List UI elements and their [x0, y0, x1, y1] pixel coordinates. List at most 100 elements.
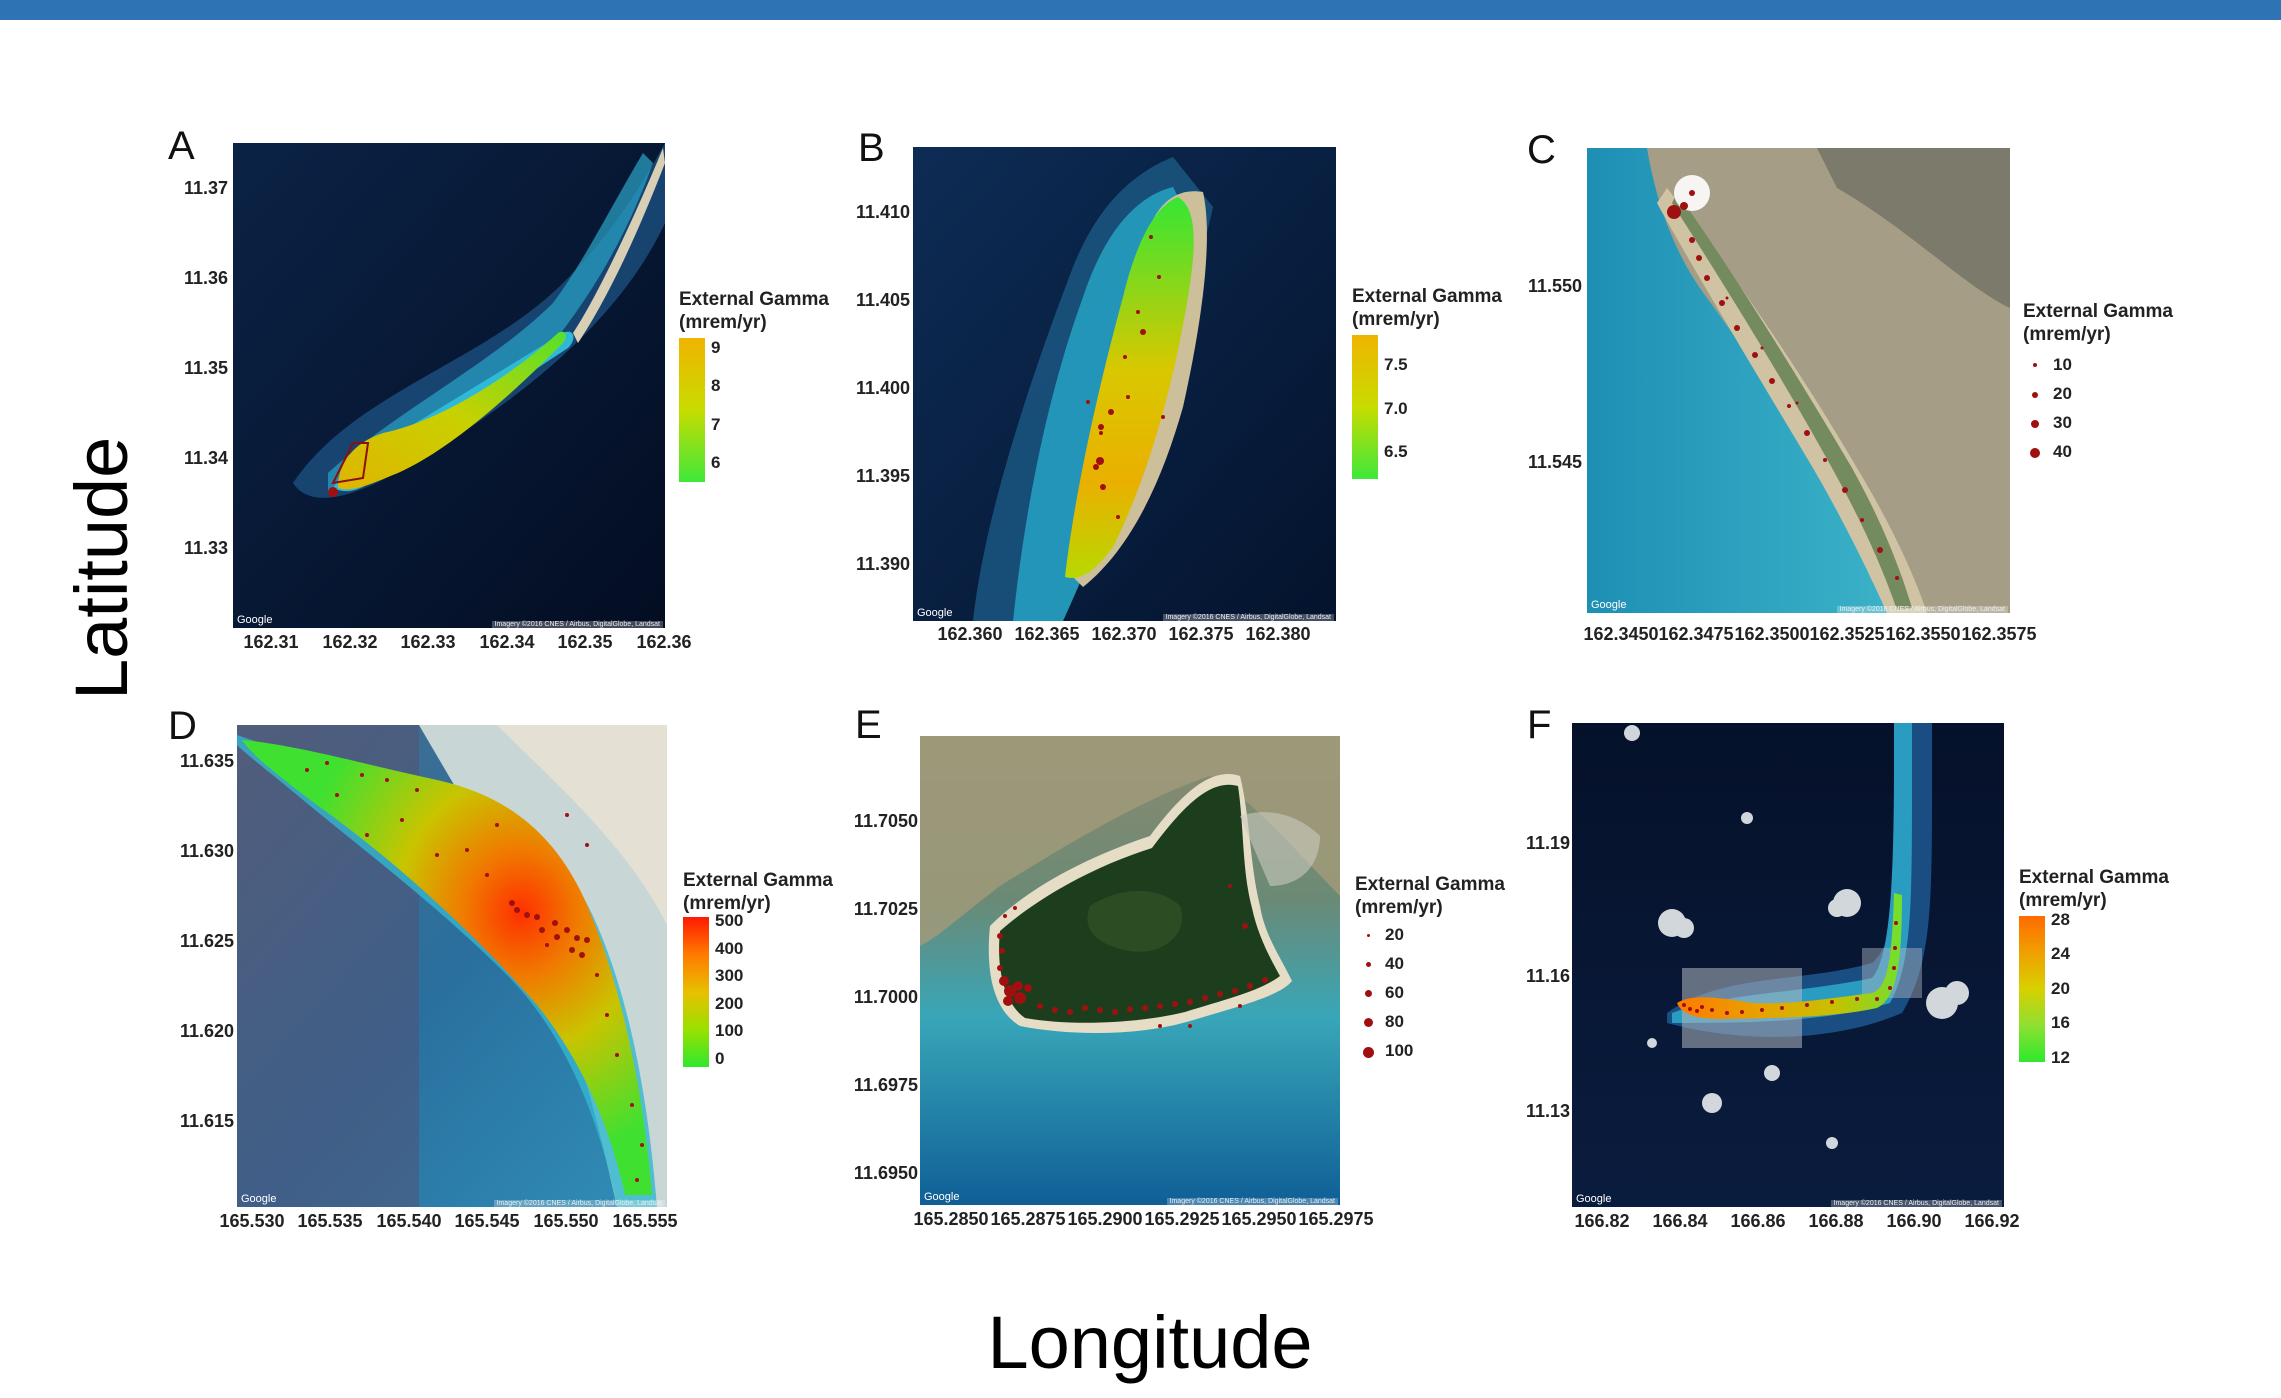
legend-title: External Gamma — [2023, 301, 2173, 322]
data-points — [1682, 921, 1898, 1015]
x-tick-label: 166.90 — [1886, 1211, 1942, 1231]
map-c: Google Imagery ©2016 CNES / Airbus, Digi… — [1587, 148, 2010, 613]
y-tick-label: 11.13 — [1525, 1101, 1570, 1121]
legend: External Gamma (mrem/yr) 7.5 7.0 6.5 — [1352, 285, 1502, 479]
y-tick-label: 11.16 — [1525, 966, 1570, 986]
figure-x-axis-label: Longitude — [987, 1301, 1313, 1384]
y-tick-label: 11.615 — [179, 1111, 234, 1131]
size-legend-dot — [2031, 420, 2039, 428]
panel-letter: D — [168, 704, 197, 748]
legend-unit: (mrem/yr) — [683, 893, 771, 914]
x-tick-label: 162.3450 — [1583, 624, 1659, 644]
satellite-map — [1572, 723, 2004, 1207]
map-a: Google Imagery ©2016 CNES / Airbus, Digi… — [233, 143, 665, 628]
y-tick-label: 11.405 — [855, 290, 910, 310]
x-tick-label: 162.370 — [1091, 624, 1157, 644]
colorbar — [679, 338, 705, 482]
data-point — [328, 487, 338, 497]
legend-tick: 7 — [711, 415, 721, 434]
map-f: Google Imagery ©2016 CNES / Airbus, Digi… — [1572, 723, 2004, 1207]
legend-tick: 400 — [715, 939, 744, 958]
legend-tick: 500 — [715, 911, 744, 930]
colorbar — [683, 917, 709, 1067]
imagery-credit: Imagery ©2016 CNES / Airbus, DigitalGlob… — [1166, 1198, 1338, 1205]
data-points — [1667, 190, 1899, 580]
legend-unit: (mrem/yr) — [2023, 324, 2111, 345]
y-tick-label: 11.390 — [855, 554, 910, 574]
y-tick-label: 11.7050 — [853, 811, 918, 831]
y-tick-label: 11.7000 — [853, 987, 918, 1007]
colorbar — [1352, 335, 1378, 479]
x-tick-label: 166.84 — [1652, 1211, 1708, 1231]
panel-letter: C — [1527, 128, 1556, 172]
x-tick-label: 165.2875 — [990, 1209, 1066, 1229]
legend-unit: (mrem/yr) — [1355, 897, 1443, 918]
x-tick-label: 162.31 — [243, 632, 299, 652]
figure-y-axis-label: Latitude — [60, 436, 143, 700]
y-tick-label: 11.34 — [183, 448, 228, 468]
x-tick-label: 162.380 — [1245, 624, 1311, 644]
x-tick-label: 162.32 — [322, 632, 378, 652]
imagery-credit: Imagery ©2016 CNES / Airbus, DigitalGlob… — [493, 1200, 665, 1207]
google-credit: Google — [917, 607, 953, 619]
x-tick-label: 165.2925 — [1144, 1209, 1220, 1229]
legend-tick: 7.5 — [1384, 355, 1408, 374]
size-legend-dot — [2032, 392, 2038, 398]
x-tick-label: 162.35 — [557, 632, 613, 652]
legend-tick: 20 — [2051, 979, 2070, 998]
map-d: Google Imagery ©2016 CNES / Airbus, Digi… — [237, 725, 667, 1207]
y-tick-label: 11.36 — [183, 268, 228, 288]
legend-tick: 28 — [2051, 910, 2070, 929]
x-tick-label: 162.3500 — [1734, 624, 1810, 644]
satellite-map — [233, 143, 665, 628]
y-tick-label: 11.635 — [179, 751, 234, 771]
legend-tick: 6.5 — [1384, 442, 1408, 461]
header-bar — [0, 0, 2281, 20]
x-tick-label: 162.375 — [1168, 624, 1234, 644]
legend: External Gamma (mrem/yr) 28 24 20 16 12 — [2019, 866, 2169, 1067]
x-tick-label: 165.2975 — [1298, 1209, 1374, 1229]
y-tick-label: 11.33 — [183, 538, 228, 558]
panel-letter: A — [168, 124, 195, 168]
map-b: Google Imagery ©2016 CNES / Airbus, Digi… — [913, 147, 1336, 621]
legend-tick: 200 — [715, 994, 744, 1013]
y-tick-label: 11.620 — [179, 1021, 234, 1041]
legend-tick: 100 — [715, 1021, 744, 1040]
x-tick-label: 166.88 — [1808, 1211, 1864, 1231]
y-tick-label: 11.6975 — [853, 1075, 918, 1095]
y-tick-label: 11.37 — [183, 178, 228, 198]
legend-tick: 7.0 — [1384, 399, 1408, 418]
imagery-credit: Imagery ©2016 CNES / Airbus, DigitalGlob… — [1830, 1200, 2002, 1207]
x-tick-label: 166.92 — [1964, 1211, 2020, 1231]
size-legend-dot — [2033, 363, 2037, 367]
x-tick-label: 162.33 — [400, 632, 456, 652]
legend-tick: 20 — [2053, 384, 2072, 403]
legend-tick: 6 — [711, 453, 721, 472]
x-tick-label: 165.545 — [454, 1211, 520, 1231]
y-tick-label: 11.400 — [855, 378, 910, 398]
x-tick-label: 165.550 — [533, 1211, 599, 1231]
imagery-credit: Imagery ©2016 CNES / Airbus, DigitalGlob… — [491, 621, 663, 628]
size-legend-dot — [1364, 1018, 1373, 1027]
legend-tick: 60 — [1385, 983, 1404, 1002]
y-tick-label: 11.395 — [855, 466, 910, 486]
legend-title: External Gamma — [683, 870, 833, 891]
satellite-map — [237, 725, 667, 1207]
legend-title: External Gamma — [1352, 286, 1502, 307]
x-tick-label: 162.3475 — [1658, 624, 1734, 644]
y-tick-label: 11.35 — [183, 358, 228, 378]
legend-tick: 24 — [2051, 944, 2070, 963]
x-tick-label: 165.2950 — [1221, 1209, 1297, 1229]
legend: External Gamma (mrem/yr) 10 20 30 40 — [2023, 300, 2173, 461]
x-tick-label: 162.34 — [479, 632, 535, 652]
y-tick-label: 11.550 — [1527, 276, 1582, 296]
legend-title: External Gamma — [2019, 867, 2169, 888]
legend-tick: 12 — [2051, 1048, 2070, 1067]
x-tick-label: 165.530 — [219, 1211, 285, 1231]
y-tick-label: 11.625 — [179, 931, 234, 951]
y-tick-label: 11.6950 — [853, 1163, 918, 1183]
x-tick-label: 166.82 — [1574, 1211, 1630, 1231]
google-credit: Google — [241, 1193, 277, 1205]
x-tick-label: 165.535 — [297, 1211, 363, 1231]
size-legend-dot — [1366, 962, 1371, 967]
